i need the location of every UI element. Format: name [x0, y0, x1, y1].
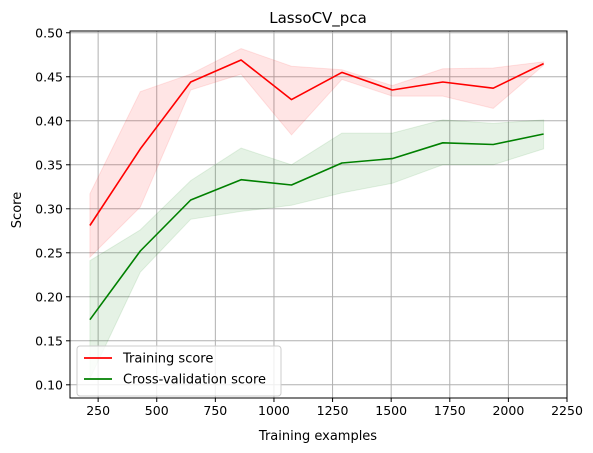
- x-axis-label: Training examples: [258, 429, 377, 444]
- x-tick-label: 1000: [258, 403, 290, 418]
- confidence-bands: [89, 48, 545, 379]
- plot-frame: [69, 30, 568, 399]
- series-line-cross-validation: [89, 133, 544, 321]
- y-tick-label: 0.30: [35, 201, 63, 216]
- x-axis-ticks: 250 500 750 1000 1250 1500 1750 2000 2250: [86, 398, 583, 418]
- y-tick-label: 0.45: [35, 69, 63, 84]
- x-tick-label: 2000: [492, 403, 524, 418]
- y-tick-label: 0.20: [35, 289, 63, 304]
- legend-label: Training score: [122, 352, 213, 367]
- series-lines: [89, 59, 544, 321]
- x-tick-label: 1750: [434, 403, 466, 418]
- y-tick-label: 0.40: [35, 113, 63, 128]
- y-axis-label: Score: [10, 192, 25, 228]
- y-tick-label: 0.35: [35, 157, 63, 172]
- legend-label: Cross-validation score: [123, 373, 266, 388]
- y-tick-label: 0.50: [35, 25, 63, 40]
- x-tick-label: 250: [86, 403, 110, 418]
- x-tick-label: 1250: [317, 403, 349, 418]
- x-tick-label: 750: [203, 403, 227, 418]
- y-axis-ticks: 0.10 0.15 0.20 0.25 0.30 0.35 0.40 0.45 0.50: [35, 25, 70, 392]
- y-tick-label: 0.15: [35, 333, 63, 348]
- x-tick-label: 2250: [551, 403, 583, 418]
- chart-title: LassoCV_pca: [269, 9, 367, 28]
- confidence-band-cross-validation: [89, 119, 545, 379]
- y-tick-label: 0.10: [35, 377, 63, 392]
- x-tick-label: 1500: [375, 403, 407, 418]
- legend-box: [76, 345, 282, 397]
- confidence-band-training: [89, 48, 545, 259]
- y-tick-label: 0.25: [35, 245, 63, 260]
- legend: Training score Cross-validation score: [76, 345, 282, 397]
- x-tick-label: 500: [145, 403, 169, 418]
- series-line-training: [89, 59, 544, 226]
